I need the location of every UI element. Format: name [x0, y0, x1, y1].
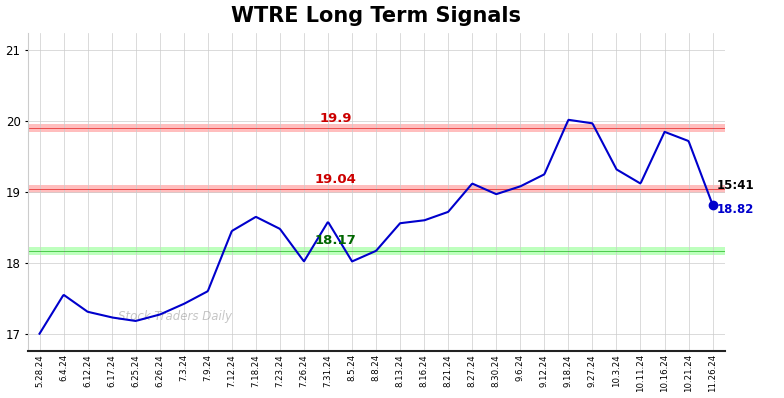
Title: WTRE Long Term Signals: WTRE Long Term Signals [231, 6, 521, 25]
Bar [27, 185, 724, 193]
Text: 18.82: 18.82 [717, 203, 753, 216]
Text: 19.9: 19.9 [319, 112, 352, 125]
Text: 19.04: 19.04 [314, 173, 357, 186]
Text: Stock Traders Daily: Stock Traders Daily [118, 310, 232, 322]
Bar [27, 125, 724, 132]
Text: 18.17: 18.17 [315, 234, 357, 248]
Text: 15:41: 15:41 [717, 179, 754, 192]
Bar [27, 247, 724, 255]
